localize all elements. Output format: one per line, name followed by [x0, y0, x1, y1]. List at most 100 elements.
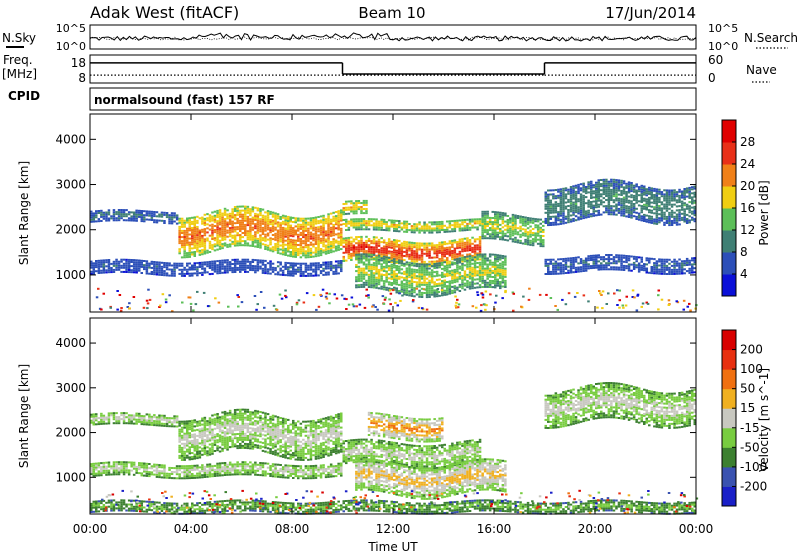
heatmap-cell [375, 268, 378, 271]
heatmap-cell [375, 218, 378, 221]
heatmap-cell [620, 190, 623, 192]
heatmap-cell [643, 263, 646, 266]
heatmap-cell [595, 256, 598, 259]
heatmap-cell [395, 241, 399, 244]
heatmap-cell [304, 268, 308, 271]
heatmap-cell [653, 212, 656, 215]
heatmap-cell [302, 223, 305, 226]
heatmap-cell [216, 272, 219, 275]
heatmap-cell [241, 219, 245, 222]
heatmap-cell [292, 233, 295, 236]
heatmap-cell [107, 261, 111, 263]
heatmap-cell [400, 286, 404, 289]
heatmap-cell [494, 282, 497, 285]
heatmap-cell [244, 230, 247, 232]
heatmap-cell [357, 265, 361, 268]
heatmap-cell [579, 207, 583, 210]
frequency-panel-frame [89, 54, 697, 84]
heatmap-cell [579, 201, 583, 204]
heatmap-cell [188, 241, 192, 244]
heatmap-cell [345, 206, 348, 209]
heatmap-cell [329, 232, 333, 235]
heatmap-cell [496, 284, 500, 287]
heatmap-cell [254, 235, 257, 238]
heatmap-cell [382, 218, 386, 221]
heatmap-cell [549, 207, 553, 210]
heatmap-cell [400, 272, 404, 275]
heatmap-cell [494, 264, 497, 266]
heatmap-cell [122, 262, 126, 265]
heatmap-cell [322, 220, 325, 223]
heatmap-cell [574, 209, 578, 212]
heatmap-cell [494, 253, 497, 256]
heatmap-cell [367, 263, 371, 266]
heatmap-cell [617, 201, 621, 204]
heatmap-cell [446, 291, 449, 294]
heatmap-cell [395, 226, 399, 228]
heatmap-cell [595, 258, 598, 261]
heatmap-cell [322, 269, 325, 272]
heatmap-cell [213, 243, 217, 246]
heatmap-cell [120, 264, 123, 267]
heatmap-cell [653, 268, 656, 271]
heatmap-cell [294, 229, 298, 232]
heatmap-cell [188, 251, 192, 254]
heatmap-cell [158, 263, 161, 266]
heatmap-cell [110, 269, 113, 271]
heatmap-cell [569, 190, 573, 193]
heatmap-cell [360, 267, 363, 270]
heatmap-cell [622, 254, 626, 257]
heatmap-cell [271, 238, 275, 241]
heatmap-cell [181, 301, 184, 304]
heatmap-cell [92, 270, 96, 273]
heatmap-cell [579, 215, 583, 218]
heatmap-cell [443, 251, 447, 254]
heatmap-cell [423, 292, 426, 294]
heatmap-cell [294, 251, 298, 254]
heatmap-cell [297, 268, 300, 271]
heatmap-cell [362, 220, 366, 223]
heatmap-cell [693, 220, 697, 223]
heatmap-cell [211, 223, 214, 226]
heatmap-cell [499, 211, 502, 214]
heatmap-cell [597, 256, 601, 259]
heatmap-cell [627, 207, 631, 210]
heatmap-cell [226, 213, 229, 216]
heatmap-cell [494, 266, 497, 268]
heatmap-cell [539, 241, 543, 243]
heatmap-cell [259, 208, 262, 210]
heatmap-cell [648, 271, 651, 274]
heatmap-cell [410, 274, 414, 277]
heatmap-cell [595, 185, 598, 188]
heatmap-cell [145, 218, 149, 221]
heatmap-cell [153, 213, 156, 216]
heatmap-cell [175, 264, 179, 267]
heatmap-cell [228, 245, 232, 248]
heatmap-cell [100, 265, 103, 268]
heatmap-cell [481, 221, 484, 223]
heatmap-cell [648, 219, 651, 222]
heatmap-cell [292, 274, 295, 277]
heatmap-cell [637, 200, 641, 203]
heatmap-cell [122, 219, 126, 222]
heatmap-cell [564, 195, 568, 198]
heatmap-cell [415, 229, 419, 232]
heatmap-cell [360, 222, 363, 225]
heatmap-cell [468, 283, 472, 286]
heatmap-cell [448, 280, 452, 283]
heatmap-cell [226, 235, 229, 238]
heatmap-cell [294, 221, 298, 224]
heatmap-cell [595, 200, 598, 203]
heatmap-cell [483, 285, 487, 288]
heatmap-cell [244, 228, 247, 230]
heatmap-cell [226, 223, 229, 226]
heatmap-cell [249, 214, 252, 217]
heatmap-cell [395, 267, 399, 269]
heatmap-cell [251, 220, 255, 223]
heatmap-cell [334, 217, 338, 220]
heatmap-cell [693, 257, 697, 260]
heatmap-cell [473, 268, 477, 271]
heatmap-cell [299, 252, 303, 255]
heatmap-cell [393, 280, 396, 283]
heatmap-cell [466, 267, 469, 270]
